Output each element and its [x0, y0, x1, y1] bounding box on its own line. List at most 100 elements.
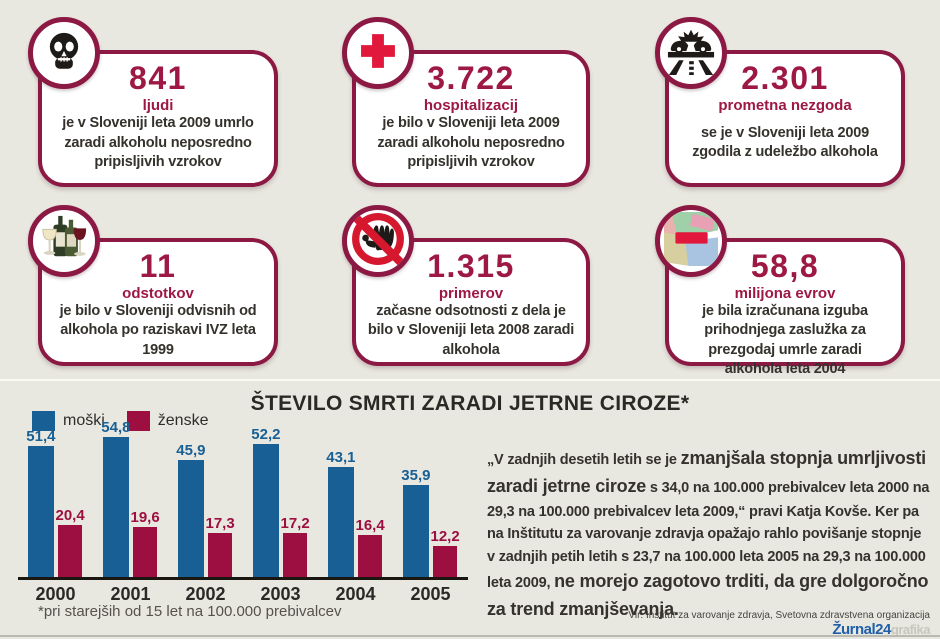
bar-ženske-2004 — [358, 535, 383, 577]
stat-card-alcohol-addiction: 11 odstotkov je bilo v Sloveniji odvisni… — [28, 205, 278, 366]
publisher-logo: Žurnal24grafika — [832, 621, 930, 639]
x-axis-tick-2000: 2000 — [35, 584, 76, 604]
stat-unit: primerov — [438, 284, 504, 302]
x-axis-tick-2004: 2004 — [335, 584, 376, 604]
bar-wrap: 12,2 — [431, 528, 460, 577]
stat-description: je bilo v Sloveniji leta 2009 zaradi alk… — [377, 114, 565, 171]
stat-description: je v Sloveniji leta 2009 umrlo zaradi al… — [62, 114, 254, 171]
bar-value-label: 19,6 — [130, 509, 160, 526]
bar-value-label: 20,4 — [55, 507, 85, 524]
bar-moški-2000 — [27, 446, 54, 577]
bar-value-label: 52,2 — [251, 426, 281, 443]
euro-banknotes-icon — [660, 210, 722, 271]
stat-description: se je v Sloveniji leta 2009 zgodila z ud… — [692, 124, 878, 161]
stat-card-income-loss: 58,8 milijona evrov je bila izračunana i… — [655, 205, 905, 377]
bar-value-label: 16,4 — [355, 517, 385, 534]
legend-item-male: moški — [32, 411, 105, 431]
stat-number: 841 — [129, 60, 187, 96]
stat-unit: hospitalizacij — [423, 96, 519, 114]
bar-wrap: 17,3 — [206, 515, 235, 577]
x-axis-tick-2001: 2001 — [110, 584, 151, 604]
stat-description: je bila izračunana izguba prihodnjega za… — [702, 302, 868, 378]
bar-ženske-2000 — [58, 525, 83, 577]
bar-wrap: 51,4 — [26, 428, 56, 577]
chart-legend: moški ženske — [32, 411, 208, 431]
legend-label: ženske — [157, 412, 209, 429]
bar-value-label: 45,9 — [176, 442, 206, 459]
icon-badge — [655, 17, 727, 89]
bar-ženske-2003 — [283, 533, 308, 577]
icon-badge — [342, 17, 414, 89]
stat-unit: milijona evrov — [734, 284, 836, 302]
stat-card-hospitalizations: 3.722 hospitalizacij je bilo v Sloveniji… — [342, 17, 590, 187]
bar-moški-2004 — [327, 467, 354, 577]
bar-wrap: 45,9 — [176, 442, 206, 577]
stat-description: je bilo v Sloveniji odvisnih od alkohola… — [59, 302, 257, 358]
stat-number: 58,8 — [750, 248, 820, 284]
bar-wrap: 17,2 — [281, 515, 310, 577]
bar-group-2001: 54,8 19,6 — [93, 419, 168, 577]
stat-number: 3.722 — [427, 60, 515, 96]
bar-value-label: 54,8 — [101, 419, 131, 436]
car-crash-icon — [667, 27, 715, 80]
no-hand-icon — [351, 212, 405, 271]
bar-ženske-2002 — [208, 533, 233, 577]
bar-value-label: 17,2 — [280, 515, 310, 532]
bar-wrap: 20,4 — [56, 507, 85, 577]
legend-label: moški — [63, 412, 105, 429]
stat-card-traffic-accidents: 2.301 prometna nezgoda se je v Sloveniji… — [655, 17, 905, 187]
bar-moški-2002 — [177, 460, 204, 577]
bar-group-2000: 51,4 20,4 — [18, 428, 93, 577]
stat-unit: ljudi — [142, 96, 174, 114]
red-cross-icon — [356, 29, 400, 78]
bar-value-label: 43,1 — [326, 449, 356, 466]
bar-group-2005: 35,9 12,2 — [393, 467, 468, 577]
wine-bottles-icon — [39, 214, 89, 269]
bar-group-2004: 43,1 16,4 — [318, 449, 393, 577]
bar-moški-2001 — [102, 437, 129, 577]
chart-title: ŠTEVILO SMRTI ZARADI JETRNE CIROZE* — [250, 392, 690, 415]
bar-value-label: 35,9 — [401, 467, 431, 484]
stat-unit: prometna nezgoda — [718, 96, 852, 114]
x-axis-tick-2002: 2002 — [185, 584, 226, 604]
quote-paragraph: „V zadnjih desetih letih se je zmanjšala… — [487, 448, 930, 620]
male-swatch-icon — [32, 411, 55, 431]
bar-ženske-2001 — [133, 527, 158, 577]
bar-value-label: 12,2 — [430, 528, 460, 545]
female-swatch-icon — [126, 411, 150, 431]
stat-card-deaths: 841 ljudi je v Sloveniji leta 2009 umrlo… — [28, 17, 278, 187]
logo-zurnal24: Žurnal24 — [832, 621, 891, 638]
skull-icon — [41, 28, 87, 79]
legend-item-female: ženske — [126, 411, 209, 431]
chart-footnote: *pri starejših od 15 let na 100.000 preb… — [38, 603, 342, 620]
x-axis: 2000 2001 2002 2003 2004 2005 — [18, 580, 468, 605]
bar-wrap: 35,9 — [401, 467, 431, 577]
bar-value-label: 17,3 — [205, 515, 235, 532]
bottom-divider — [0, 635, 940, 637]
chart-plot-area: 51,4 20,4 54,8 19,6 45,9 17,3 52,2 17,2 43,1 16,4… — [18, 419, 468, 580]
stat-card-work-absence: 1.315 primerov začasne odsotnosti z dela… — [342, 205, 590, 366]
x-axis-tick-2003: 2003 — [260, 584, 301, 604]
icon-badge — [28, 17, 100, 89]
x-axis-tick-2005: 2005 — [410, 584, 451, 604]
stat-number: 1.315 — [427, 248, 515, 284]
bar-value-label: 51,4 — [26, 428, 56, 445]
bar-wrap: 52,2 — [251, 426, 281, 577]
icon-badge — [28, 205, 100, 277]
bar-chart: 51,4 20,4 54,8 19,6 45,9 17,3 52,2 17,2 43,1 16,4… — [18, 419, 468, 605]
bar-wrap: 16,4 — [356, 517, 385, 577]
bar-wrap: 43,1 — [326, 449, 356, 577]
icon-badge — [342, 205, 414, 277]
bar-ženske-2005 — [433, 546, 458, 577]
bar-group-2002: 45,9 17,3 — [168, 442, 243, 577]
bar-moški-2005 — [402, 485, 429, 577]
bar-wrap: 54,8 — [101, 419, 131, 577]
stat-unit: odstotkov — [122, 284, 194, 302]
bar-moški-2003 — [252, 444, 279, 577]
bar-wrap: 19,6 — [131, 509, 160, 577]
source-credit: Vir: Inštitut za varovanje zdravja, Svet… — [628, 610, 930, 621]
stat-description: začasne odsotnosti z dela je bilo v Slov… — [367, 302, 575, 358]
icon-badge — [655, 205, 727, 277]
stat-number: 11 — [139, 248, 177, 284]
bar-group-2003: 52,2 17,2 — [243, 426, 318, 577]
